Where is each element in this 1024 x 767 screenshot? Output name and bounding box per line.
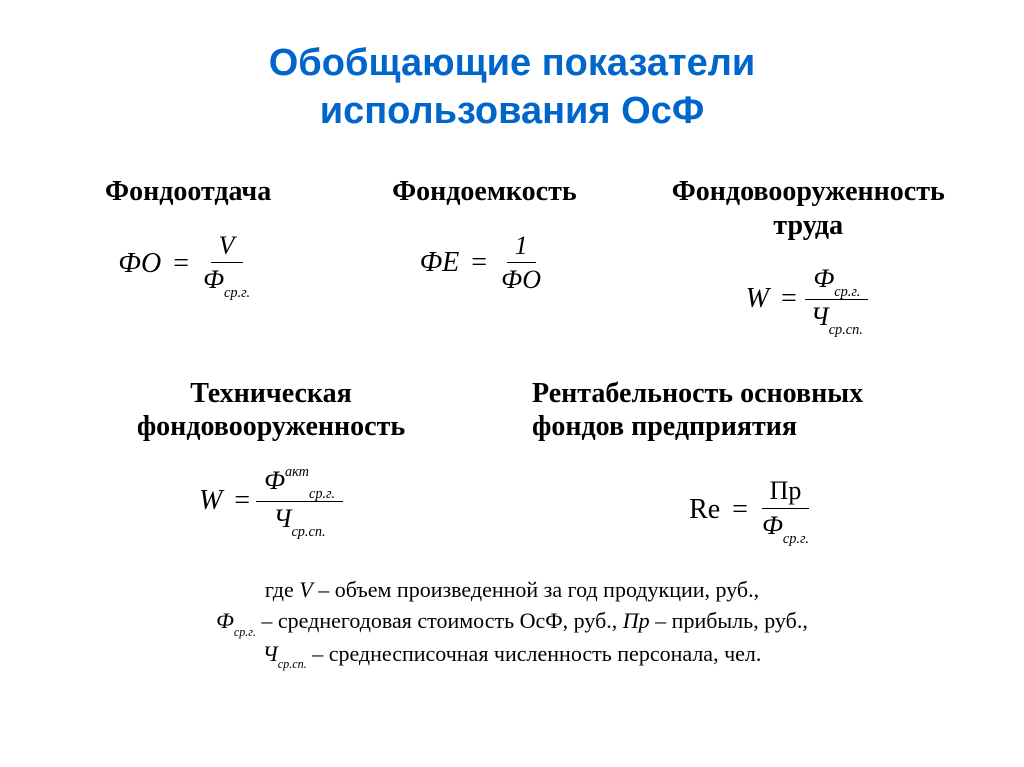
title-line-2: использования ОсФ <box>50 88 974 136</box>
col-tech-fondovooruzhennost: Техническая фондовооруженность W = Фактс… <box>50 377 492 546</box>
equals: = <box>471 247 487 279</box>
col-fondovooruzhennost: Фондовооруженность труда W = Фср.г. Чср.… <box>643 175 975 337</box>
re-denominator: Фср.г. <box>754 509 817 546</box>
fe-denominator: ФО <box>493 263 549 297</box>
fo-fraction: V Фср.г. <box>195 229 258 301</box>
title-line-1: Обобщающие показатели <box>50 40 974 88</box>
wt-denominator: Чср.сп. <box>266 502 334 539</box>
formula-fe: ФЕ = 1 ФО <box>420 229 549 298</box>
legend-block: где V – объем произведенной за год проду… <box>50 575 974 670</box>
fo-denominator: Фср.г. <box>195 263 258 300</box>
formulas-row-2: Техническая фондовооруженность W = Фактс… <box>50 377 974 546</box>
legend-line-2: Фср.г. – среднегодовая стоимость ОсФ, ру… <box>50 606 974 638</box>
col-fondootdacha: Фондоотдача ФО = V Фср.г. <box>50 175 326 337</box>
slide-title: Обобщающие показатели использования ОсФ <box>50 40 974 135</box>
equals: = <box>173 248 189 280</box>
formulas-row-1: Фондоотдача ФО = V Фср.г. Фондоемкость Ф… <box>50 175 974 337</box>
fe-lhs: ФЕ <box>420 247 460 279</box>
w-lhs: W <box>746 283 769 315</box>
formula-fo: ФО = V Фср.г. <box>118 229 258 301</box>
fo-numerator: V <box>211 229 243 264</box>
wt-lhs: W <box>199 485 222 517</box>
wt-numerator: Фактср.г. <box>256 464 343 502</box>
legend-line-3: Чср.сп. – среднесписочная численность пе… <box>50 639 974 671</box>
fe-numerator: 1 <box>507 229 536 264</box>
w-numerator: Фср.г. <box>805 262 868 300</box>
heading-fondoemkost: Фондоемкость <box>392 175 577 209</box>
heading-fondovooruzhennost: Фондовооруженность труда <box>672 175 945 242</box>
formula-w-tech: W = Фактср.г. Чср.сп. <box>199 464 343 539</box>
re-lhs: Re <box>689 494 720 526</box>
w-fraction: Фср.г. Чср.сп. <box>803 262 871 337</box>
heading-rentabelnost: Рентабельность основных фондов предприят… <box>532 377 863 444</box>
legend-line-1: где V – объем произведенной за год проду… <box>50 575 974 606</box>
fe-fraction: 1 ФО <box>493 229 549 298</box>
equals: = <box>732 494 748 526</box>
wt-fraction: Фактср.г. Чср.сп. <box>256 464 343 539</box>
re-fraction: Пр Фср.г. <box>754 474 817 546</box>
heading-tech-fv: Техническая фондовооруженность <box>137 377 405 444</box>
formula-re: Re = Пр Фср.г. <box>689 474 817 546</box>
col-fondoemkost: Фондоемкость ФЕ = 1 ФО <box>346 175 622 337</box>
w-denominator: Чср.сп. <box>803 300 871 337</box>
equals: = <box>234 485 250 517</box>
heading-fondootdacha: Фондоотдача <box>105 175 271 209</box>
equals: = <box>781 283 797 315</box>
formula-w: W = Фср.г. Чср.сп. <box>746 262 871 337</box>
fo-lhs: ФО <box>118 248 161 280</box>
col-rentabelnost: Рентабельность основных фондов предприят… <box>532 377 974 546</box>
re-numerator: Пр <box>762 474 810 509</box>
